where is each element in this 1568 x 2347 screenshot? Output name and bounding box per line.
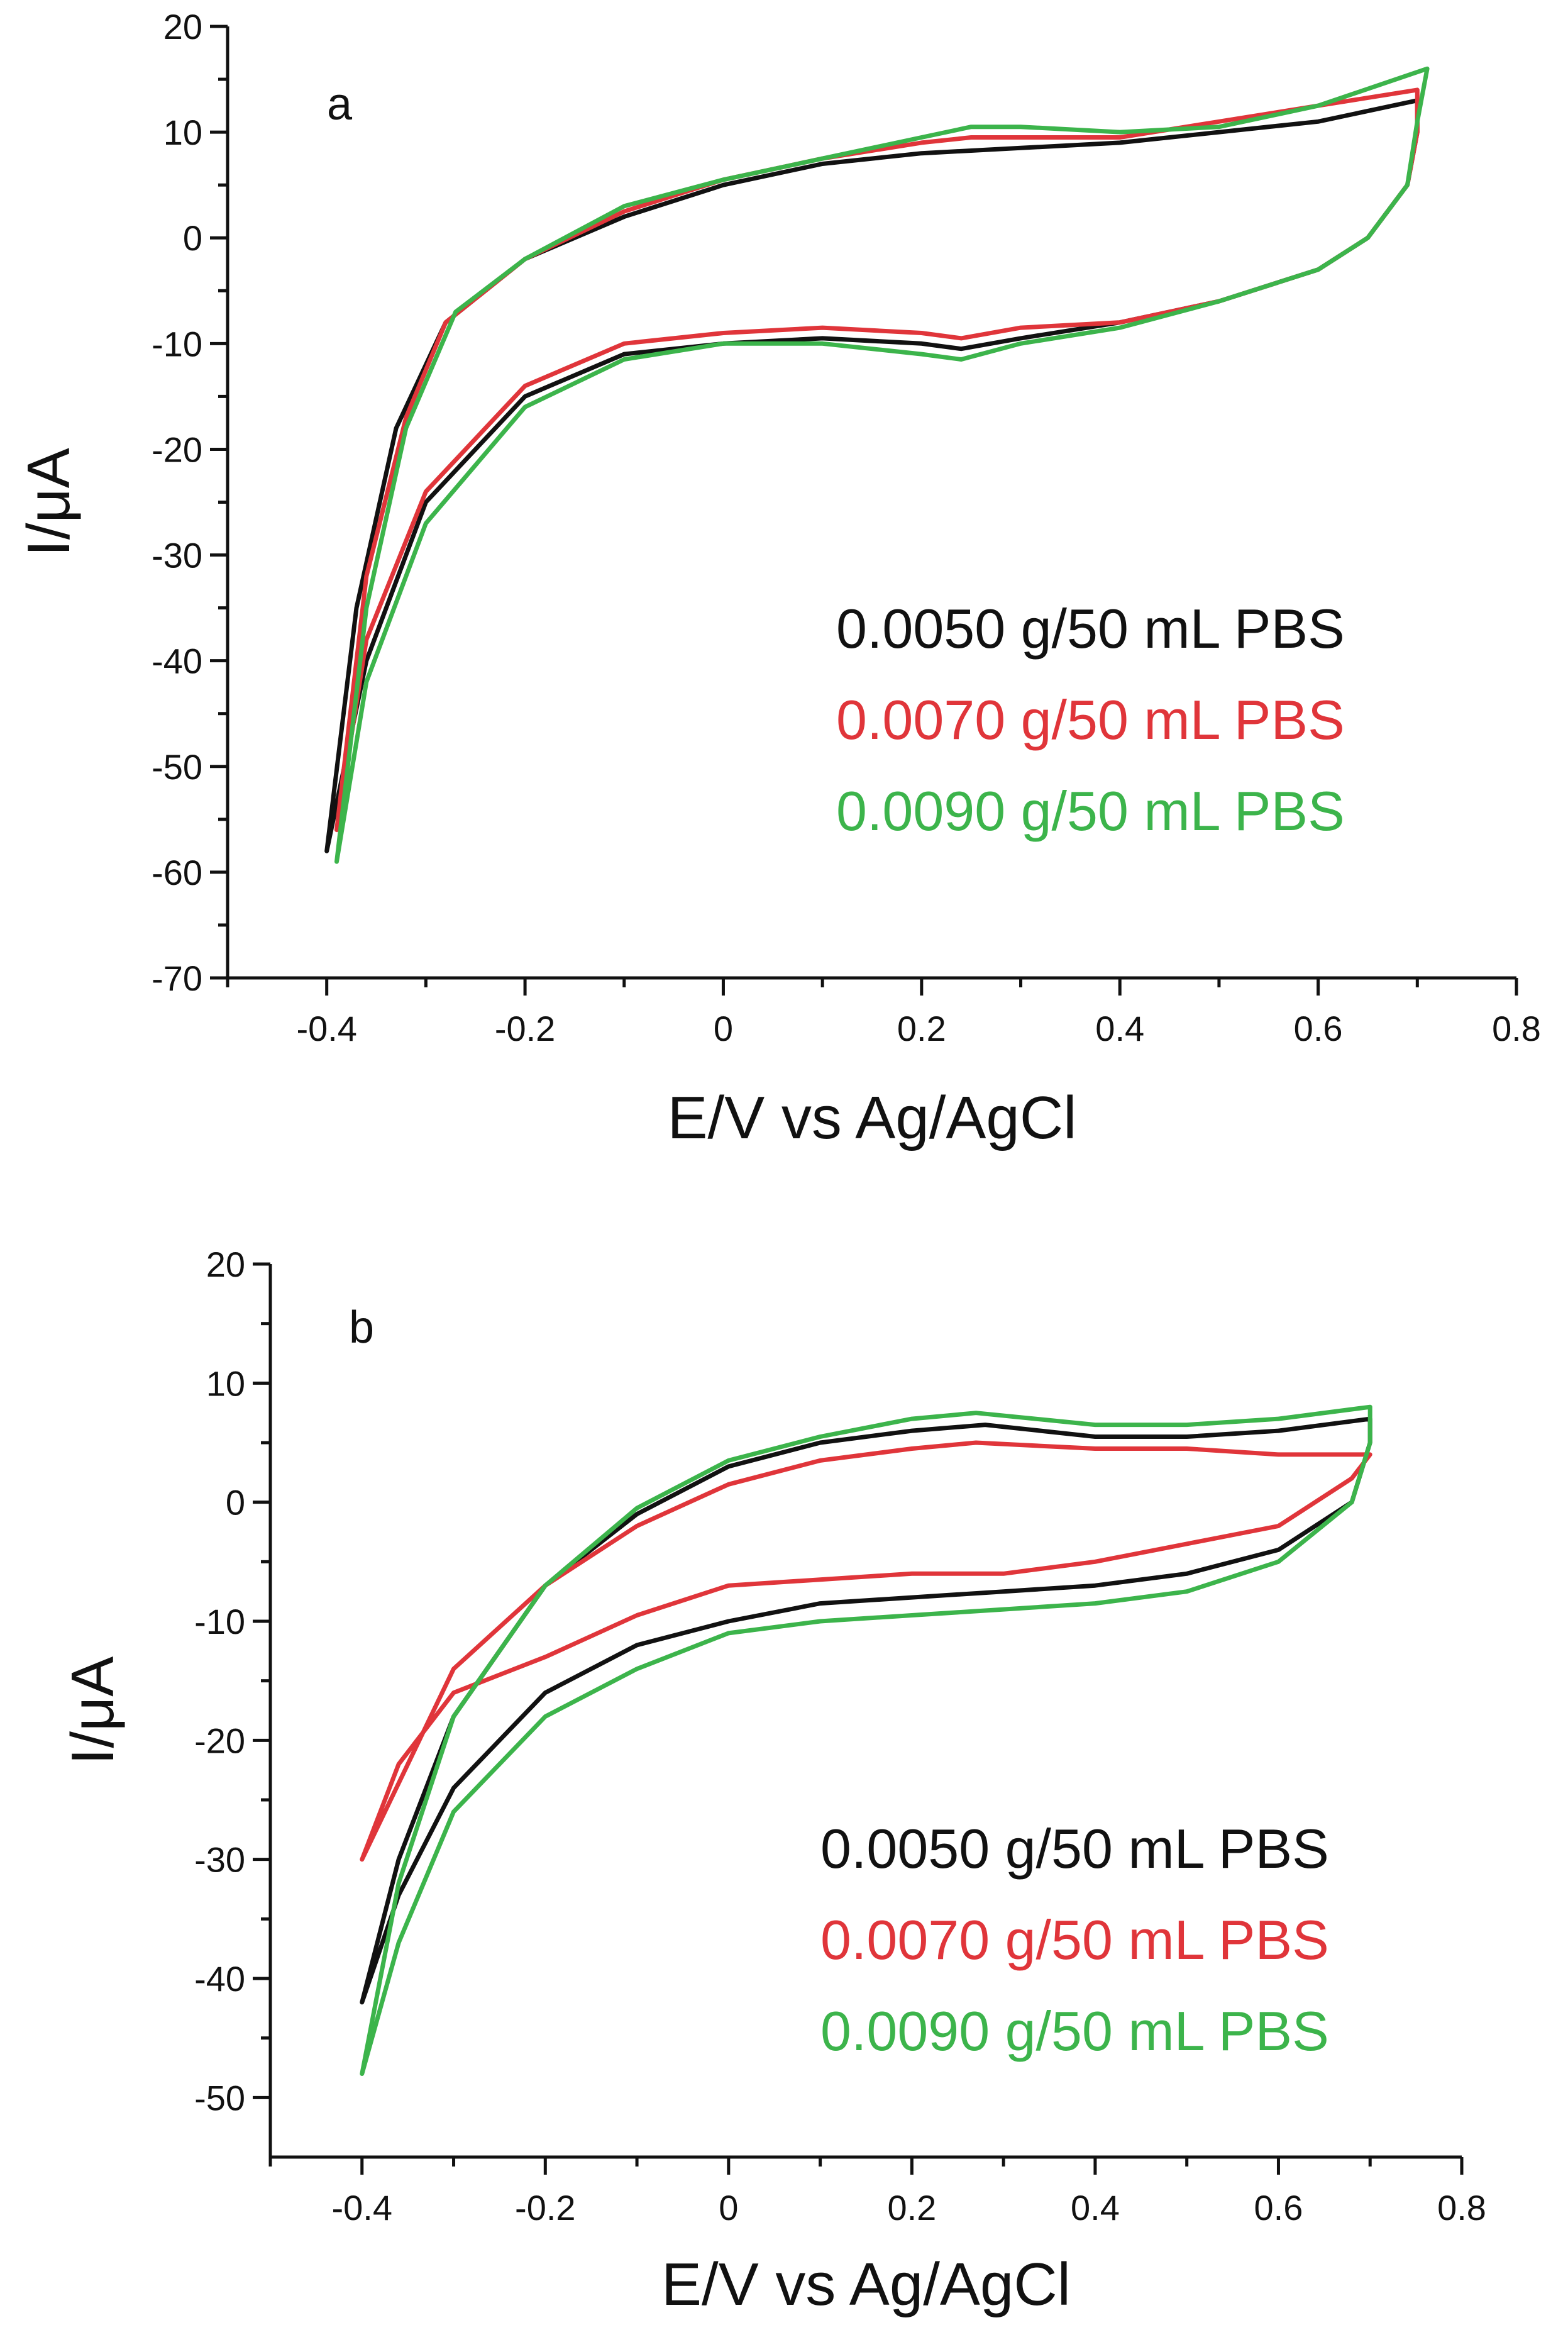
- x-axis-title: E/V vs Ag/AgCl: [661, 2251, 1071, 2318]
- y-axis-title: I/μA: [15, 448, 82, 557]
- legend-entry-2: 0.0070 g/50 mL PBS: [836, 689, 1345, 751]
- x-tick-label: 0.4: [1071, 2188, 1120, 2228]
- x-tick-label: -0.4: [296, 1009, 357, 1048]
- y-tick-label: -10: [194, 1602, 245, 1641]
- y-tick-label: -10: [152, 324, 202, 363]
- y-tick-label: -30: [152, 536, 202, 575]
- y-tick-label: -40: [152, 641, 202, 681]
- x-tick-label: 0.4: [1095, 1009, 1144, 1048]
- x-tick-label: 0.2: [887, 2188, 936, 2228]
- y-tick-label: -20: [194, 1721, 245, 1760]
- x-tick-label: 0.2: [897, 1009, 946, 1048]
- x-axis-title: E/V vs Ag/AgCl: [668, 1084, 1077, 1151]
- legend-entry-2: 0.0070 g/50 mL PBS: [820, 1909, 1329, 1971]
- y-axis-title: I/μA: [59, 1656, 126, 1765]
- y-tick-label: 0: [183, 218, 202, 258]
- y-tick-label: -60: [152, 853, 202, 892]
- y-tick-label: 0: [226, 1483, 245, 1523]
- y-tick-label: -50: [194, 2078, 245, 2117]
- legend-entry-3: 0.0090 g/50 mL PBS: [836, 780, 1345, 842]
- y-tick-label: 20: [206, 1245, 245, 1284]
- panel-letter: b: [349, 1302, 374, 1353]
- y-tick-label: -40: [194, 1959, 245, 1999]
- y-tick-label: -30: [194, 1840, 245, 1880]
- x-tick-label: -0.4: [332, 2188, 393, 2228]
- y-tick-label: 20: [163, 7, 202, 47]
- x-tick-label: 0: [719, 2188, 738, 2228]
- legend-entry-3: 0.0090 g/50 mL PBS: [820, 2000, 1329, 2062]
- y-tick-label: -50: [152, 747, 202, 787]
- y-tick-label: 10: [163, 113, 202, 152]
- panel-letter: a: [327, 79, 353, 130]
- y-tick-label: -20: [152, 430, 202, 469]
- x-tick-label: -0.2: [515, 2188, 576, 2228]
- series-curve-3: [334, 66, 1430, 864]
- panel-b: 20 10 0 -10 -20 -30 -40 -50 -0.4 -0.2 0 0.2 0.4 0.6 0.…: [59, 1245, 1486, 2318]
- x-tick-label: 0.6: [1294, 1009, 1343, 1048]
- x-tick-label: 0.8: [1437, 2188, 1486, 2228]
- y-tick-label: -70: [152, 958, 202, 998]
- x-tick-label: 0.6: [1254, 2188, 1303, 2228]
- y-tick-label: 10: [206, 1363, 245, 1403]
- series-curve-3: [360, 1404, 1372, 2076]
- x-tick-label: -0.2: [495, 1009, 556, 1048]
- x-tick-label: 0: [714, 1009, 733, 1048]
- x-tick-label: 0.8: [1492, 1009, 1541, 1048]
- legend-entry-1: 0.0050 g/50 mL PBS: [836, 597, 1345, 660]
- legend-entry-1: 0.0050 g/50 mL PBS: [820, 1817, 1329, 1880]
- panel-a: 20 10 0 -10 -20 -30 -40 -50 -60 -70 -0.4 -0.2 0 0.2 0.…: [15, 7, 1541, 1151]
- series-curve-2: [360, 1440, 1372, 1862]
